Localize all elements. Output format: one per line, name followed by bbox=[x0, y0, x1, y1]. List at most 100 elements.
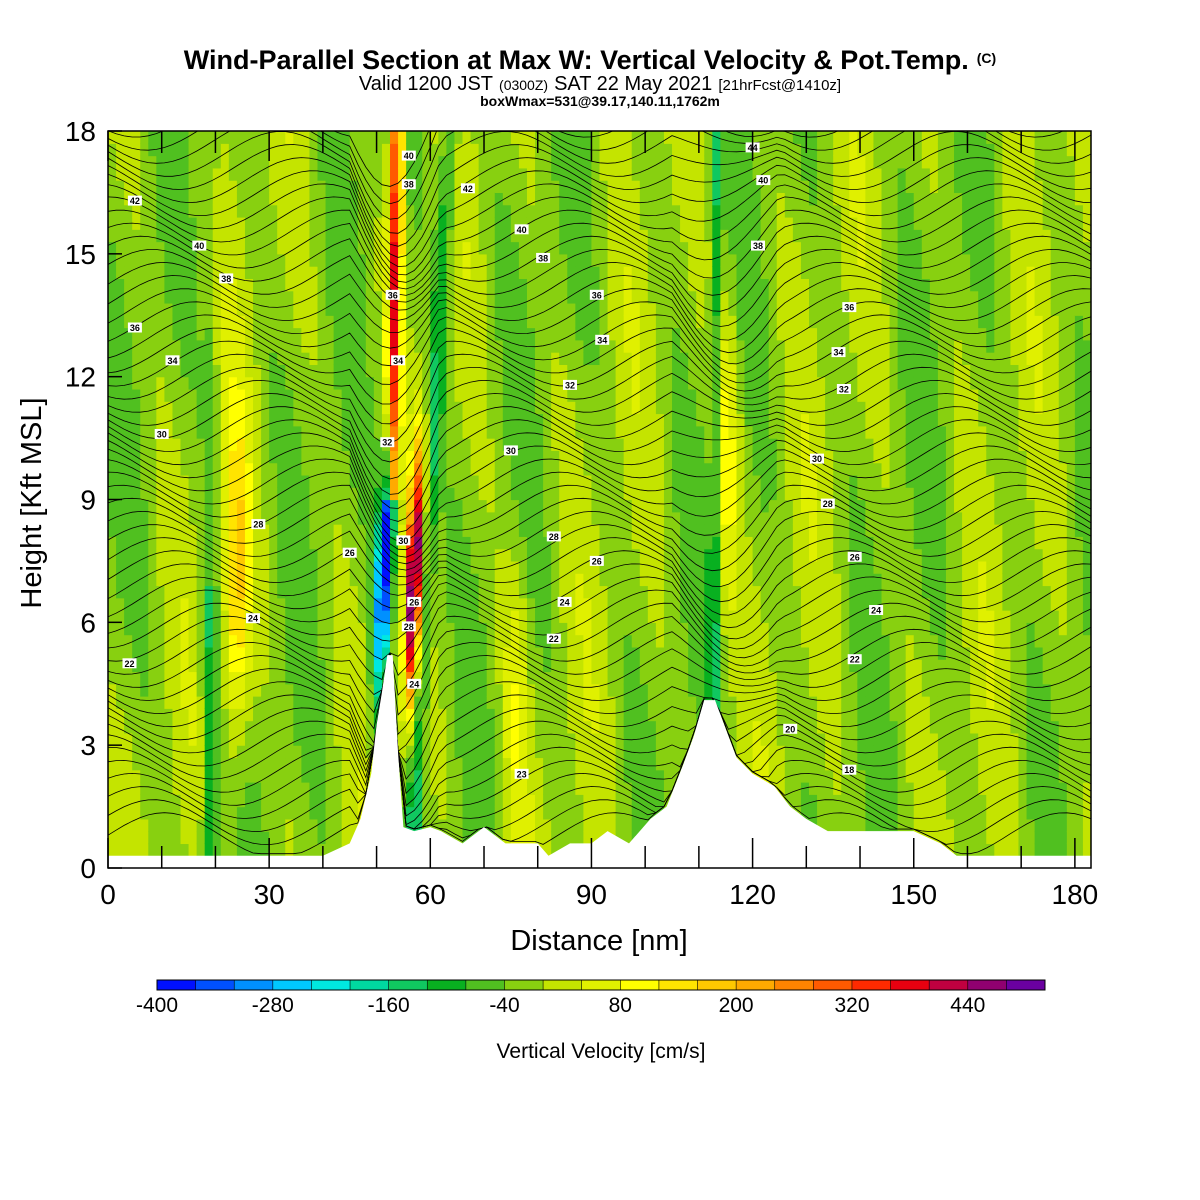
field-cell bbox=[430, 745, 439, 759]
field-cell bbox=[760, 253, 770, 267]
field-cell bbox=[180, 818, 190, 832]
field-cell bbox=[728, 327, 738, 341]
field-cell bbox=[390, 634, 399, 648]
field-cell bbox=[728, 560, 738, 574]
field-cell bbox=[301, 646, 311, 660]
field-cell bbox=[236, 610, 246, 623]
field-cell bbox=[551, 806, 560, 820]
field-cell bbox=[277, 167, 286, 181]
field-cell bbox=[672, 708, 681, 722]
field-cell bbox=[236, 216, 246, 230]
field-cell bbox=[422, 229, 431, 243]
field-cell bbox=[373, 634, 383, 648]
field-cell bbox=[551, 266, 560, 279]
field-cell bbox=[478, 339, 488, 353]
field-cell bbox=[108, 610, 117, 623]
field-cell bbox=[277, 180, 286, 194]
field-cell bbox=[406, 401, 415, 415]
field-cell bbox=[752, 229, 762, 243]
field-cell bbox=[164, 376, 174, 390]
field-cell bbox=[422, 143, 431, 157]
field-cell bbox=[454, 720, 464, 734]
field-cell bbox=[526, 388, 536, 402]
field-cell bbox=[704, 548, 713, 562]
field-cell bbox=[406, 302, 415, 316]
field-cell bbox=[253, 167, 262, 181]
field-cell bbox=[341, 450, 351, 464]
field-cell bbox=[301, 511, 311, 525]
field-cell bbox=[180, 720, 190, 734]
field-cell bbox=[116, 732, 125, 746]
field-cell bbox=[583, 474, 593, 488]
field-cell bbox=[647, 499, 657, 513]
field-cell bbox=[317, 425, 327, 439]
field-cell bbox=[655, 499, 665, 513]
field-cell bbox=[454, 290, 464, 304]
field-cell bbox=[172, 143, 182, 157]
field-cell bbox=[575, 536, 584, 550]
field-cell bbox=[204, 462, 214, 476]
field-cell bbox=[108, 659, 117, 673]
field-cell bbox=[277, 487, 286, 501]
field-cell bbox=[494, 560, 504, 574]
field-cell bbox=[172, 229, 182, 243]
field-cell bbox=[623, 831, 633, 845]
field-cell bbox=[720, 425, 730, 439]
field-cell bbox=[341, 462, 351, 476]
field-cell bbox=[559, 216, 568, 230]
field-cell bbox=[188, 450, 198, 464]
field-cell bbox=[446, 462, 456, 476]
field-cell bbox=[655, 511, 665, 525]
field-cell bbox=[261, 769, 270, 783]
field-cell bbox=[623, 659, 633, 673]
field-cell bbox=[672, 413, 681, 427]
field-cell bbox=[680, 499, 689, 513]
field-cell bbox=[494, 266, 504, 279]
subtitle-valid: Valid 1200 JST bbox=[359, 73, 493, 95]
field-cell bbox=[414, 327, 423, 341]
field-cell bbox=[204, 143, 214, 157]
field-cell bbox=[228, 487, 238, 501]
field-cell bbox=[116, 818, 125, 832]
field-cell bbox=[607, 782, 617, 795]
field-cell bbox=[583, 499, 593, 513]
field-cell bbox=[744, 364, 754, 378]
field-cell bbox=[672, 745, 681, 759]
field-cell bbox=[204, 536, 214, 550]
field-cell bbox=[414, 376, 423, 390]
field-cell bbox=[438, 671, 448, 685]
field-cell bbox=[510, 327, 520, 341]
field-cell bbox=[607, 487, 617, 501]
field-cell bbox=[373, 413, 383, 427]
field-cell bbox=[607, 438, 617, 451]
field-cell bbox=[132, 610, 141, 623]
field-cell bbox=[140, 831, 149, 845]
field-cell bbox=[672, 720, 681, 734]
field-cell bbox=[543, 315, 552, 329]
field-cell bbox=[261, 302, 270, 316]
field-cell bbox=[236, 388, 246, 402]
field-cell bbox=[494, 831, 504, 845]
field-cell bbox=[253, 806, 262, 820]
field-cell bbox=[494, 585, 504, 599]
field-cell bbox=[301, 720, 311, 734]
field-cell bbox=[526, 634, 536, 648]
field-cell bbox=[253, 253, 262, 267]
field-cell bbox=[228, 659, 238, 673]
field-cell bbox=[623, 720, 633, 734]
field-cell bbox=[526, 204, 536, 218]
field-cell bbox=[172, 302, 182, 316]
field-cell bbox=[518, 487, 528, 501]
field-cell bbox=[188, 683, 198, 697]
field-cell bbox=[140, 720, 149, 734]
field-cell bbox=[124, 131, 133, 144]
field-cell bbox=[349, 192, 359, 206]
field-cell bbox=[559, 204, 568, 218]
field-cell bbox=[478, 352, 488, 365]
field-cell bbox=[559, 413, 568, 427]
field-cell bbox=[124, 745, 133, 759]
field-cell bbox=[438, 180, 448, 194]
field-cell bbox=[204, 241, 214, 255]
field-cell bbox=[108, 585, 117, 599]
field-cell bbox=[269, 302, 278, 316]
